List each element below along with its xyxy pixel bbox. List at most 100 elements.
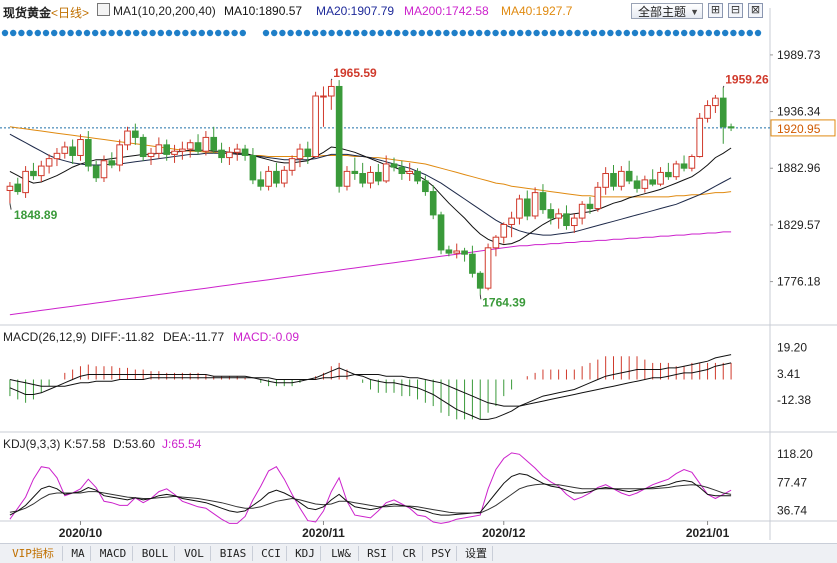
candle-up	[37, 165, 45, 177]
event-dot	[730, 29, 737, 37]
event-dot	[377, 29, 384, 37]
event-dot	[541, 29, 548, 37]
candle-up	[327, 85, 335, 97]
tab-1[interactable]: MA	[66, 546, 91, 561]
kdj-axis-label: 36.74	[777, 503, 807, 517]
candle-up	[147, 152, 155, 158]
candle-up	[202, 136, 210, 152]
tab-0[interactable]: VIP指标	[4, 546, 63, 561]
ma10-value: MA10:1890.57	[224, 4, 303, 18]
candle-down	[563, 213, 570, 227]
date-label: 2020/10	[59, 526, 103, 540]
candle-down	[84, 139, 92, 167]
event-dot	[640, 29, 647, 37]
layout-grid-button[interactable]: ⊞	[708, 3, 723, 18]
event-dot	[672, 29, 680, 37]
candle-up	[367, 171, 374, 184]
event-dot	[566, 29, 573, 37]
event-dot	[599, 29, 606, 37]
main-axis-label: 1829.57	[777, 218, 821, 232]
period-selector[interactable]: <日线>	[51, 6, 90, 20]
ma-group-label: MA1(10,20,200,40)	[113, 4, 216, 18]
candle-down	[633, 180, 641, 189]
event-dot	[738, 29, 745, 37]
settings-icon[interactable]	[97, 3, 110, 16]
event-dot	[67, 29, 74, 37]
main-axis-label: 1936.34	[777, 105, 821, 119]
candle-down	[476, 272, 484, 289]
kdj-j-line	[9, 452, 732, 524]
macd-dea-line	[9, 362, 732, 407]
candle-down	[523, 198, 531, 217]
candle-up	[688, 156, 696, 169]
event-dot	[476, 29, 483, 37]
candle-up	[22, 170, 29, 194]
event-dot	[312, 29, 319, 37]
event-dot	[582, 29, 589, 37]
event-dot	[231, 29, 238, 37]
candle-down	[445, 249, 453, 254]
event-dot	[165, 29, 173, 37]
tab-5[interactable]: BIAS	[214, 546, 253, 561]
tab-6[interactable]: CCI	[256, 546, 287, 561]
event-dot	[426, 29, 434, 37]
tab-4[interactable]: VOL	[178, 546, 211, 561]
tab-7[interactable]: KDJ	[290, 546, 321, 561]
low-annotation: 1764.39	[482, 296, 526, 310]
ma200-line	[9, 231, 732, 316]
candle-down	[437, 214, 445, 251]
candle-down	[69, 146, 76, 156]
kdj-d-value: D:53.60	[113, 437, 156, 451]
date-label: 2020/11	[302, 526, 345, 540]
candle-down	[469, 253, 476, 274]
ma20-line	[9, 133, 732, 236]
event-dot	[116, 29, 124, 37]
candle-down	[649, 179, 657, 185]
event-dot	[492, 29, 499, 37]
candle-down	[351, 170, 359, 175]
macd-dea-value: DEA:-11.77	[163, 330, 225, 344]
event-dot	[239, 29, 246, 37]
event-dot	[215, 29, 222, 37]
kdj-k-value: K:57.58	[64, 437, 106, 451]
high-annotation-recent-leader	[722, 85, 725, 88]
tab-2[interactable]: MACD	[94, 546, 133, 561]
ma20-value: MA20:1907.79	[316, 4, 395, 18]
tab-12[interactable]: 设置	[460, 546, 493, 561]
main-axis-label: 1776.18	[777, 275, 821, 289]
candle-down	[727, 126, 735, 129]
candle-down	[92, 165, 100, 179]
candle-up	[657, 171, 664, 185]
event-dot	[303, 29, 311, 37]
theme-select[interactable]: 全部主题 ▼	[631, 3, 703, 19]
candle-up	[116, 144, 123, 166]
date-label: 2020/12	[482, 526, 526, 540]
kdj-j-value: J:65.54	[162, 437, 202, 451]
layout-split-button[interactable]: ⊟	[728, 3, 743, 18]
candle-up	[618, 170, 625, 187]
close-panel-button[interactable]: ⊠	[748, 3, 763, 18]
event-marker-row	[1, 29, 762, 37]
event-dot	[681, 29, 688, 37]
tab-8[interactable]: LW&	[324, 546, 359, 561]
tab-9[interactable]: RSI	[362, 546, 393, 561]
event-dot	[705, 29, 712, 37]
candle-up	[320, 95, 327, 98]
tab-10[interactable]: CR	[396, 546, 423, 561]
event-dot	[451, 29, 458, 37]
ma10-line	[9, 146, 732, 246]
candle-up	[578, 203, 586, 219]
instrument-name: 现货黄金	[3, 6, 52, 20]
candle-up	[312, 95, 319, 158]
candle-down	[210, 136, 218, 151]
event-dot	[182, 29, 189, 37]
candle-up	[171, 150, 178, 155]
tab-3[interactable]: BOLL	[136, 546, 175, 561]
candle-down	[547, 209, 555, 219]
candle-up	[155, 144, 163, 154]
event-dot	[508, 29, 516, 37]
event-dot	[108, 29, 115, 37]
tab-11[interactable]: PSY	[426, 546, 457, 561]
candle-up	[712, 97, 719, 107]
candle-down	[398, 166, 406, 175]
